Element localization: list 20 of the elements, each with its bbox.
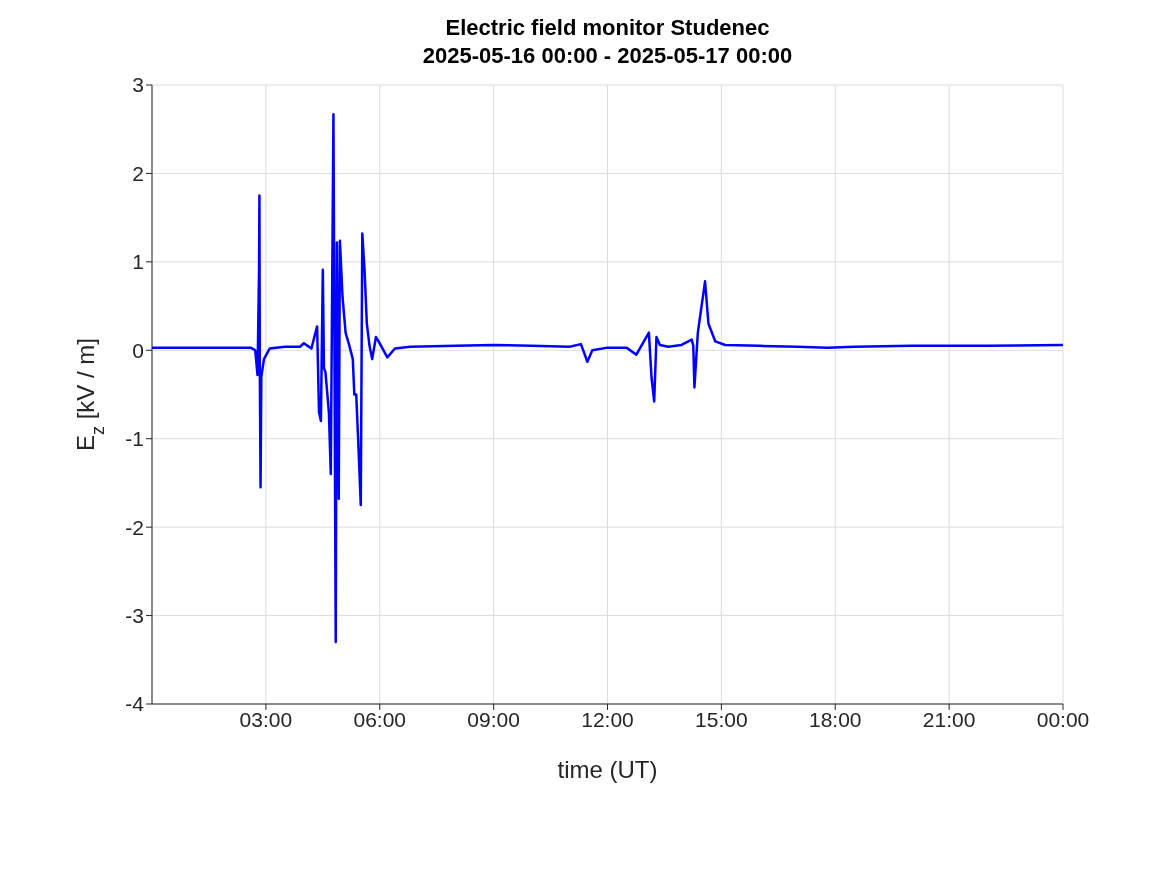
y-tick-label: 1 bbox=[132, 250, 144, 274]
y-tick-label: 0 bbox=[132, 338, 144, 362]
x-tick-label: 03:00 bbox=[239, 707, 293, 731]
x-tick-label: 09:00 bbox=[467, 707, 520, 731]
y-tick-label: -4 bbox=[125, 692, 145, 716]
x-tick-label: 12:00 bbox=[581, 707, 634, 731]
y-tick-label: -1 bbox=[125, 427, 144, 451]
y-tick-label: 2 bbox=[132, 161, 144, 185]
chart-title: Electric field monitor Studenec bbox=[444, 14, 771, 42]
y-tick-label: -2 bbox=[125, 515, 144, 539]
x-tick-label: 00:00 bbox=[1036, 707, 1090, 731]
y-tick-label: 3 bbox=[132, 73, 144, 97]
x-tick-label: 06:00 bbox=[353, 707, 407, 731]
y-tick-label: -3 bbox=[125, 604, 144, 628]
x-tick-label: 15:00 bbox=[695, 707, 748, 731]
x-tick-label: 18:00 bbox=[808, 707, 862, 731]
x-tick-label: 21:00 bbox=[922, 707, 976, 731]
x-axis-title: time (UT) bbox=[557, 756, 658, 783]
line-series bbox=[152, 112, 1063, 644]
chart-subtitle: 2025-05-16 00:00 - 2025-05-17 00:00 bbox=[421, 42, 794, 70]
